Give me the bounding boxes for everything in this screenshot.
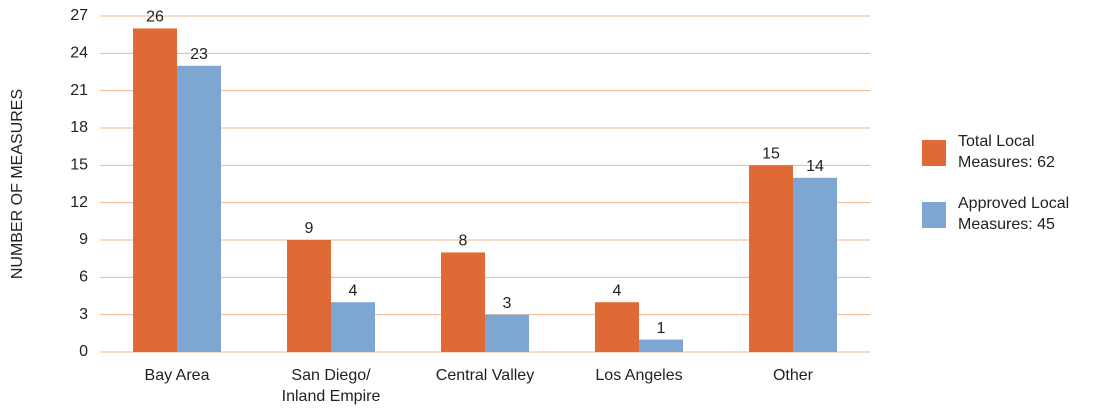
bar [639,339,683,352]
legend-swatch [922,140,946,166]
y-tick-label: 18 [70,119,88,136]
value-label: 1 [657,320,666,337]
bar [177,65,221,353]
bar [749,165,793,352]
y-tick-label: 12 [70,194,88,211]
value-label: 3 [503,295,512,312]
x-tick-label: Other [773,367,814,384]
bar [331,302,375,352]
y-tick-label: 21 [70,82,88,99]
y-tick-label: 6 [79,269,88,286]
legend-label: Total Local Measures: 62 [958,133,1055,171]
legend-label: Approved Local Measures: 45 [958,195,1069,233]
x-tick-label: Los Angeles [595,367,682,384]
value-label: 14 [806,158,824,175]
y-axis-label: NUMBER OF MEASURES [9,89,26,279]
x-tick-label: San Diego/Inland Empire [282,367,381,405]
value-label: 23 [190,46,208,63]
bar [133,28,177,352]
bar [595,302,639,352]
bar [793,177,837,352]
value-label: 4 [349,282,358,299]
bar [287,240,331,352]
value-label: 8 [459,233,468,250]
y-tick-label: 15 [70,157,88,174]
bar [441,252,485,352]
x-tick-label: Bay Area [145,367,210,384]
y-tick-label: 9 [79,231,88,248]
value-label: 4 [613,282,622,299]
bar [485,314,529,352]
y-tick-label: 3 [79,306,88,323]
value-label: 26 [146,9,164,26]
y-tick-label: 24 [70,45,88,62]
value-label: 9 [305,220,314,237]
value-label: 15 [762,146,780,163]
y-tick-label: 27 [70,7,88,24]
legend-swatch [922,202,946,228]
x-tick-label: Central Valley [436,367,534,384]
y-tick-label: 0 [79,343,88,360]
